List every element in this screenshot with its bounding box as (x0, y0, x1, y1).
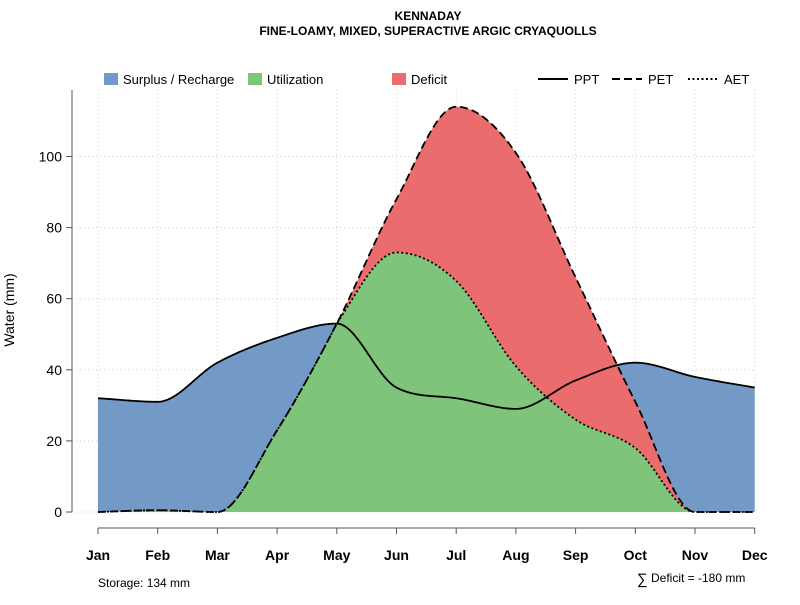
y-tick-label: 20 (46, 433, 62, 449)
chart-title: KENNADAY (395, 9, 462, 23)
legend-label-surplus-recharge: Surplus / Recharge (123, 72, 234, 87)
x-tick-label-sep: Sep (563, 547, 589, 563)
axes: 0 20 40 60 80 100 Jan Feb Mar Apr May Jun Jul Aug Sep O… (39, 90, 768, 563)
lines (97, 105, 755, 513)
x-tick-label-oct: Oct (624, 547, 648, 563)
x-tick-label-dec: Dec (742, 547, 768, 563)
legend-label-ppt: PPT (574, 72, 599, 87)
legend-swatch-surplus-recharge (104, 73, 118, 85)
ppt-line (97, 322, 755, 410)
legend-label-deficit: Deficit (411, 72, 448, 87)
utilization-area (98, 252, 755, 513)
legend-swatch-utilization (248, 73, 262, 85)
pet-line (97, 105, 755, 513)
legend-label-utilization: Utilization (267, 72, 323, 87)
legend-label-aet: AET (724, 72, 749, 87)
x-tick-label-apr: Apr (265, 547, 290, 563)
x-tick-label-jun: Jun (384, 547, 409, 563)
x-tick-label-jul: Jul (446, 547, 466, 563)
x-tick-label-may: May (323, 547, 350, 563)
deficit-note: Deficit = -180 mm (651, 571, 745, 585)
y-tick-label: 80 (46, 220, 62, 236)
areas (98, 106, 755, 513)
legend: Surplus / Recharge Utilization Deficit PPT P… (104, 72, 749, 87)
y-tick-label: 60 (46, 291, 62, 307)
y-tick-label: 40 (46, 362, 62, 378)
chart-subtitle: FINE-LOAMY, MIXED, SUPERACTIVE ARGIC CRY… (259, 24, 596, 38)
x-tick-label-nov: Nov (682, 547, 709, 563)
x-tick-label-jan: Jan (86, 547, 110, 563)
x-tick-label-mar: Mar (205, 547, 230, 563)
y-tick-label: 100 (39, 149, 63, 165)
legend-label-pet: PET (648, 72, 673, 87)
y-axis-label: Water (mm) (1, 273, 17, 346)
x-tick-label-feb: Feb (145, 547, 170, 563)
y-tick-label: 0 (54, 504, 62, 520)
x-tick-label-aug: Aug (502, 547, 529, 563)
legend-swatch-deficit (392, 73, 406, 85)
deficit-symbol: ∑ (637, 571, 648, 588)
storage-note: Storage: 134 mm (98, 576, 190, 590)
